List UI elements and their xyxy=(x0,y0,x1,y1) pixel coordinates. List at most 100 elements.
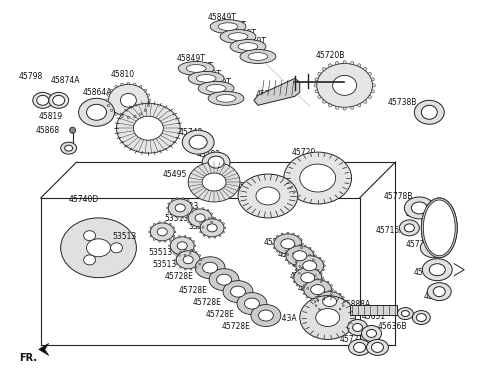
Ellipse shape xyxy=(427,283,451,301)
Text: 45810: 45810 xyxy=(110,70,134,79)
Circle shape xyxy=(214,236,216,238)
Ellipse shape xyxy=(176,251,200,269)
Circle shape xyxy=(158,222,160,223)
Circle shape xyxy=(144,89,146,91)
Circle shape xyxy=(154,239,155,240)
Text: 45730C: 45730C xyxy=(264,238,294,247)
Ellipse shape xyxy=(186,65,206,72)
Circle shape xyxy=(297,251,299,252)
Circle shape xyxy=(328,104,332,107)
Circle shape xyxy=(321,273,322,274)
Circle shape xyxy=(301,267,303,269)
Ellipse shape xyxy=(416,313,426,322)
Circle shape xyxy=(336,62,338,65)
Circle shape xyxy=(299,257,300,259)
Circle shape xyxy=(288,262,290,264)
Ellipse shape xyxy=(218,23,238,31)
Circle shape xyxy=(204,219,205,221)
Ellipse shape xyxy=(240,50,276,64)
Text: 45730C: 45730C xyxy=(278,250,308,259)
Text: 45796: 45796 xyxy=(236,182,260,191)
Circle shape xyxy=(273,239,275,240)
Circle shape xyxy=(372,84,375,87)
Circle shape xyxy=(327,281,329,283)
Ellipse shape xyxy=(404,197,434,219)
Ellipse shape xyxy=(397,308,413,319)
Circle shape xyxy=(115,85,117,88)
Ellipse shape xyxy=(60,142,77,154)
Ellipse shape xyxy=(60,218,136,278)
Ellipse shape xyxy=(423,200,455,256)
Ellipse shape xyxy=(316,291,344,311)
Circle shape xyxy=(189,237,191,239)
Circle shape xyxy=(179,235,180,237)
Circle shape xyxy=(312,287,314,288)
Circle shape xyxy=(212,217,214,219)
Circle shape xyxy=(190,268,192,270)
Polygon shape xyxy=(254,78,300,105)
Circle shape xyxy=(219,219,221,221)
Circle shape xyxy=(307,266,309,268)
Circle shape xyxy=(173,237,175,239)
Circle shape xyxy=(200,223,202,225)
Circle shape xyxy=(303,255,305,257)
Circle shape xyxy=(177,198,178,199)
Circle shape xyxy=(342,305,344,307)
Text: 45849T: 45849T xyxy=(184,62,213,71)
Circle shape xyxy=(364,100,367,103)
Ellipse shape xyxy=(183,256,193,264)
Ellipse shape xyxy=(230,40,266,54)
Circle shape xyxy=(303,293,305,294)
Text: 45730C: 45730C xyxy=(290,272,320,281)
Ellipse shape xyxy=(361,325,382,341)
Circle shape xyxy=(335,291,336,293)
Ellipse shape xyxy=(216,94,236,102)
Text: 45740G: 45740G xyxy=(336,322,366,330)
Circle shape xyxy=(300,239,302,240)
Ellipse shape xyxy=(421,105,437,119)
Circle shape xyxy=(329,311,331,313)
Text: 45737A: 45737A xyxy=(256,90,286,99)
Circle shape xyxy=(179,254,180,256)
Circle shape xyxy=(194,245,196,247)
Circle shape xyxy=(127,116,130,118)
Circle shape xyxy=(323,100,325,103)
Circle shape xyxy=(315,297,317,298)
Circle shape xyxy=(204,235,205,236)
Ellipse shape xyxy=(300,296,356,339)
Circle shape xyxy=(332,289,333,291)
Ellipse shape xyxy=(238,43,258,50)
Circle shape xyxy=(200,231,202,233)
Circle shape xyxy=(281,253,283,255)
Text: 45874A: 45874A xyxy=(51,76,80,85)
Circle shape xyxy=(150,227,152,229)
Circle shape xyxy=(190,249,192,251)
Circle shape xyxy=(339,308,341,310)
Circle shape xyxy=(182,217,184,218)
Ellipse shape xyxy=(323,297,336,307)
Text: FR.: FR. xyxy=(19,353,37,363)
Circle shape xyxy=(299,244,300,246)
Circle shape xyxy=(314,275,316,277)
Circle shape xyxy=(323,68,325,70)
Circle shape xyxy=(292,253,294,255)
Ellipse shape xyxy=(48,92,69,108)
Circle shape xyxy=(108,104,110,107)
Text: 53513: 53513 xyxy=(188,222,213,231)
Ellipse shape xyxy=(170,237,194,255)
Ellipse shape xyxy=(195,214,205,222)
Circle shape xyxy=(330,293,332,294)
Circle shape xyxy=(168,211,169,213)
Circle shape xyxy=(144,109,146,112)
Circle shape xyxy=(207,225,209,226)
Circle shape xyxy=(295,269,297,271)
Circle shape xyxy=(329,290,331,292)
Circle shape xyxy=(303,275,305,277)
Text: 45728E: 45728E xyxy=(206,310,235,319)
Text: 45798: 45798 xyxy=(19,73,43,81)
Circle shape xyxy=(110,89,113,91)
Ellipse shape xyxy=(86,239,110,257)
Circle shape xyxy=(276,235,278,237)
Ellipse shape xyxy=(367,339,388,355)
Ellipse shape xyxy=(168,199,192,217)
